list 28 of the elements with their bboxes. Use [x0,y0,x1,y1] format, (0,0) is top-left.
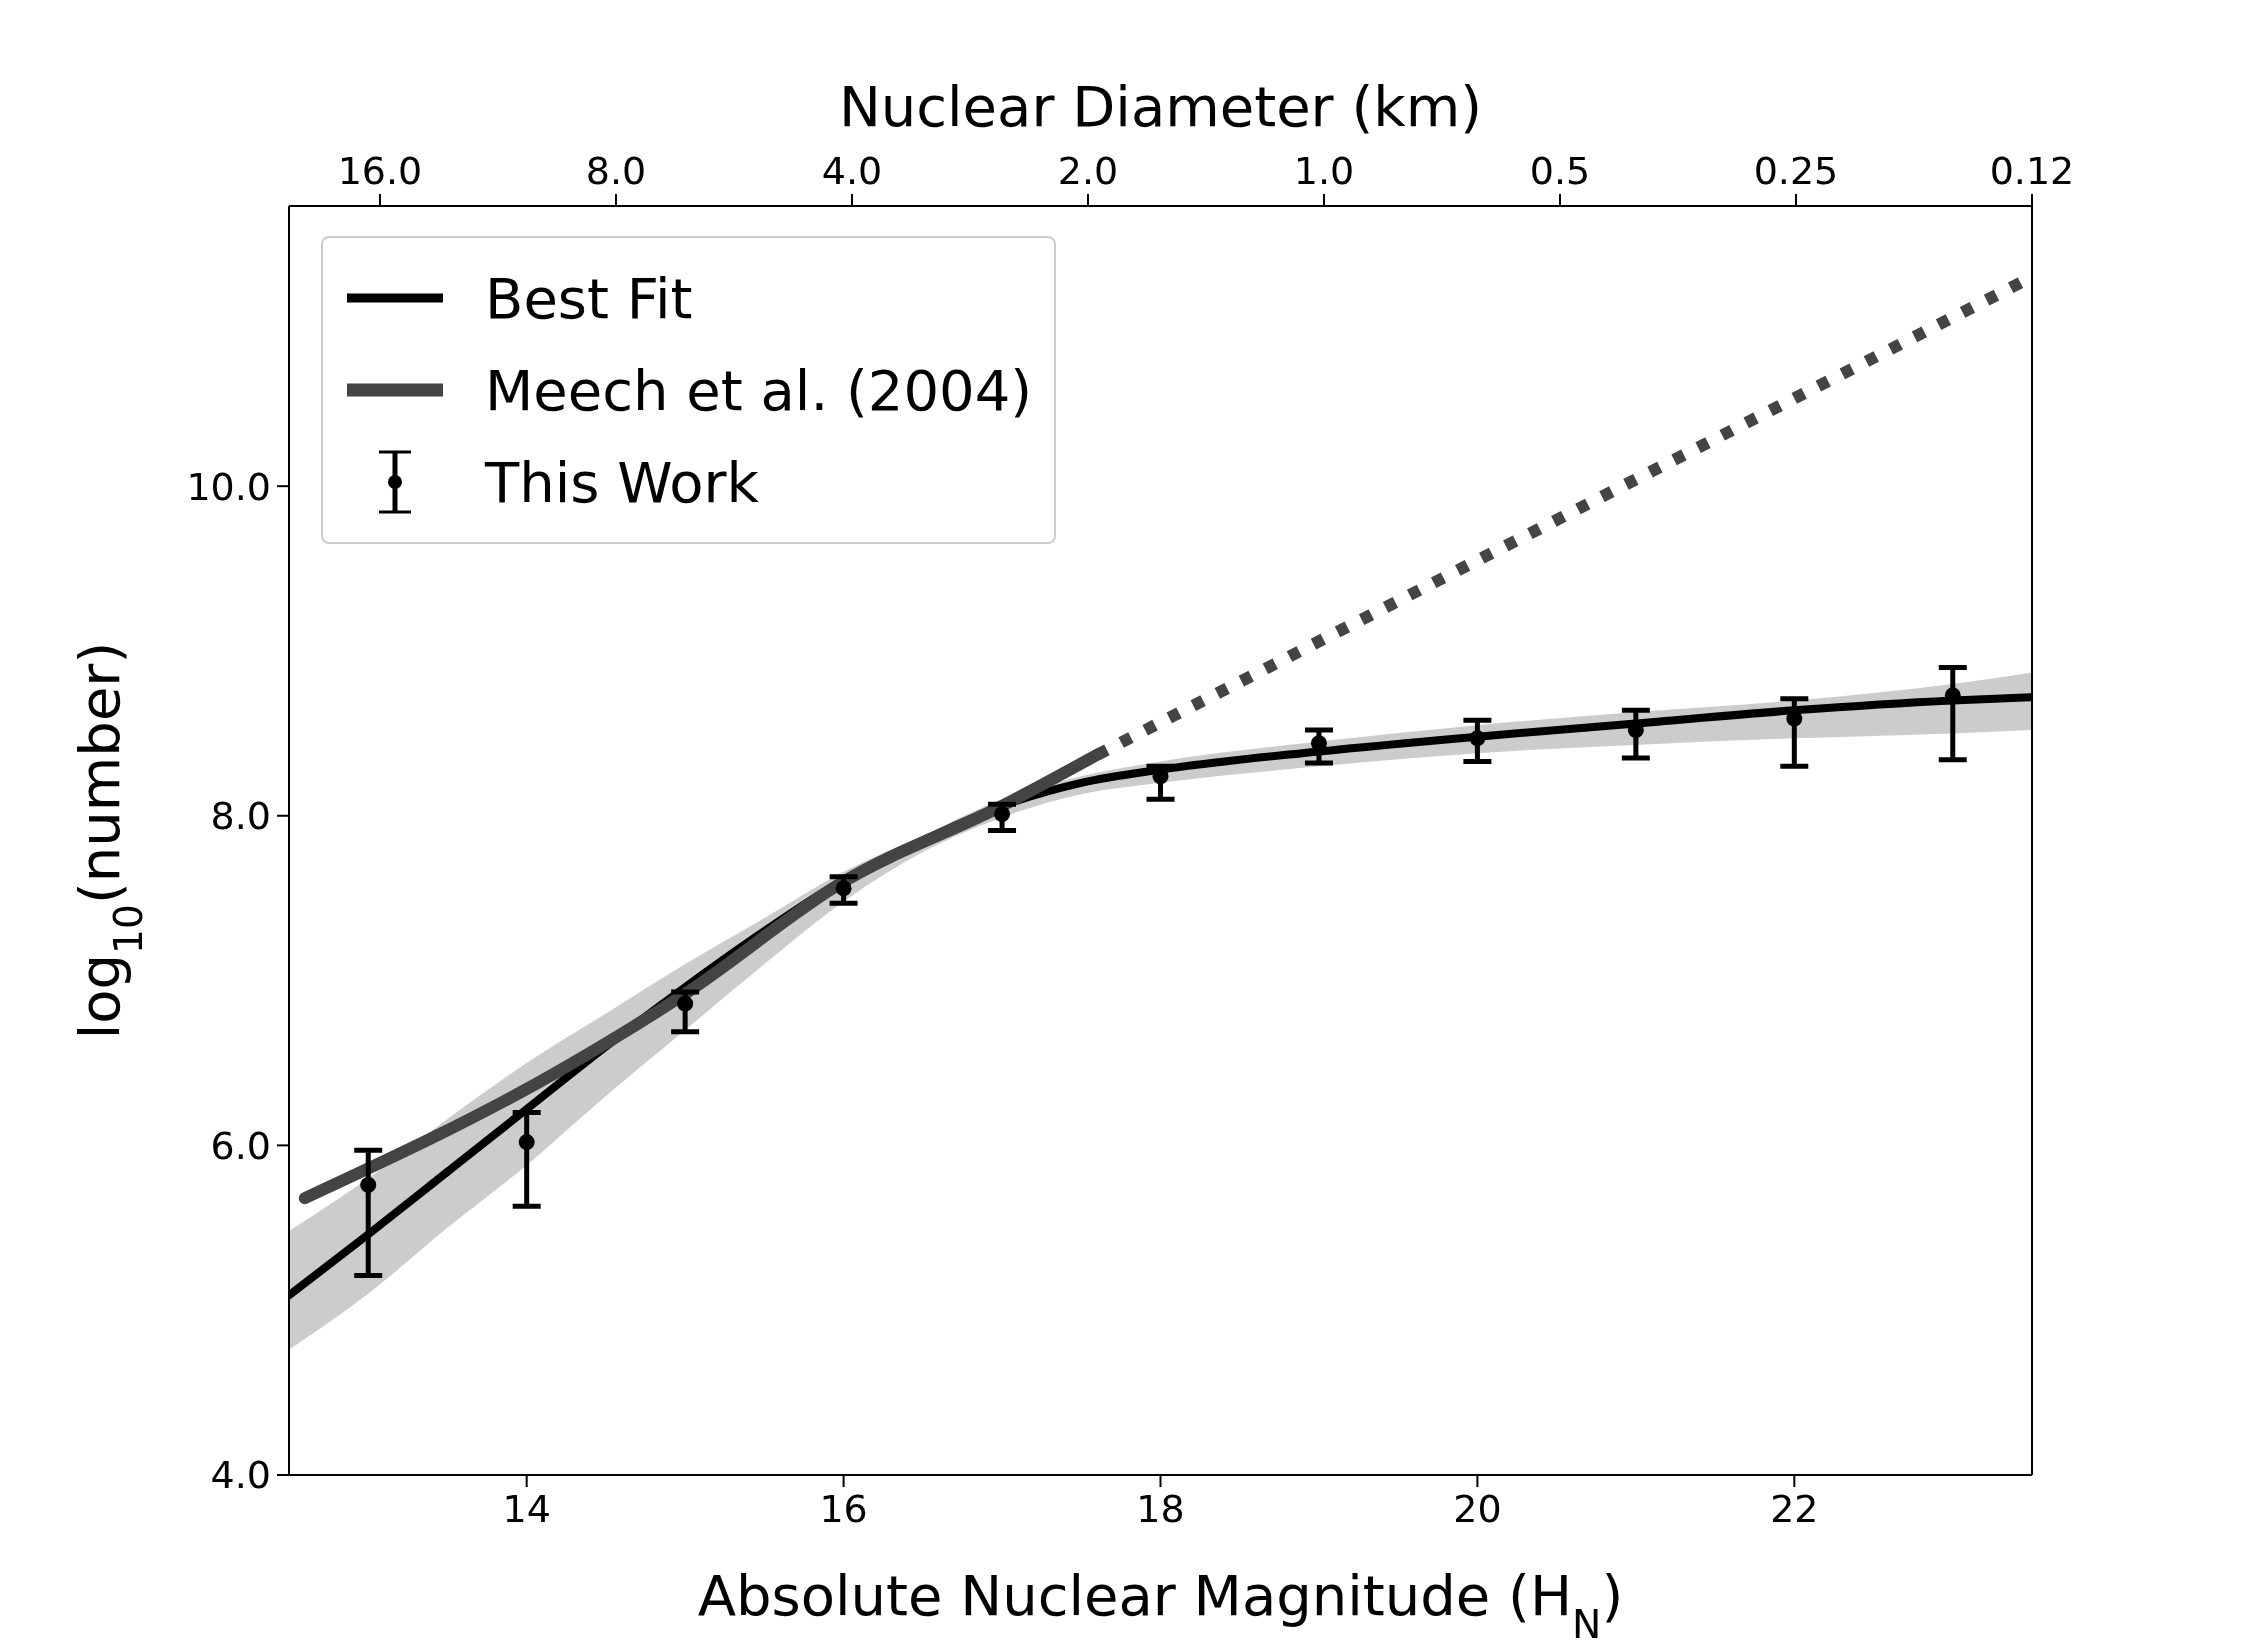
x-tick-label: 18 [1136,1486,1185,1531]
legend-label: Best Fit [485,265,693,331]
x2-tick-label: 0.5 [1529,149,1591,193]
x-tick-label: 16 [819,1486,868,1531]
x2-tick-label: 16.0 [337,149,423,193]
point [1469,730,1486,747]
point [518,1134,535,1151]
point [360,1176,377,1193]
x-tick-label: 20 [1453,1486,1502,1531]
x2-tick-label: 1.0 [1293,149,1355,193]
x-tick-label: 22 [1770,1486,1819,1531]
y-tick-label: 8.0 [210,794,271,839]
x-tick-label: 14 [502,1486,551,1531]
x2-axis-title: Nuclear Diameter (km) [838,74,1483,139]
legend-label: Meech et al. (2004) [485,357,1033,423]
x2-tick-label: 8.0 [585,149,647,193]
point [835,880,852,897]
x2-tick-label: 2.0 [1057,149,1119,193]
x2-tick-label: 0.12 [1989,149,2075,193]
legend-label: This Work [485,449,760,515]
point [994,806,1011,823]
x2-tick-label: 0.25 [1753,149,1839,193]
x-axis-title: Absolute Nuclear Magnitude (H$_{N}$) [697,1563,1624,1647]
x2-tick-label: 4.0 [821,149,883,193]
y-tick-label: 4.0 [210,1453,271,1498]
y-tick-label: 6.0 [210,1123,271,1168]
y-tick-label: 10.0 [186,464,271,509]
point [677,995,694,1012]
